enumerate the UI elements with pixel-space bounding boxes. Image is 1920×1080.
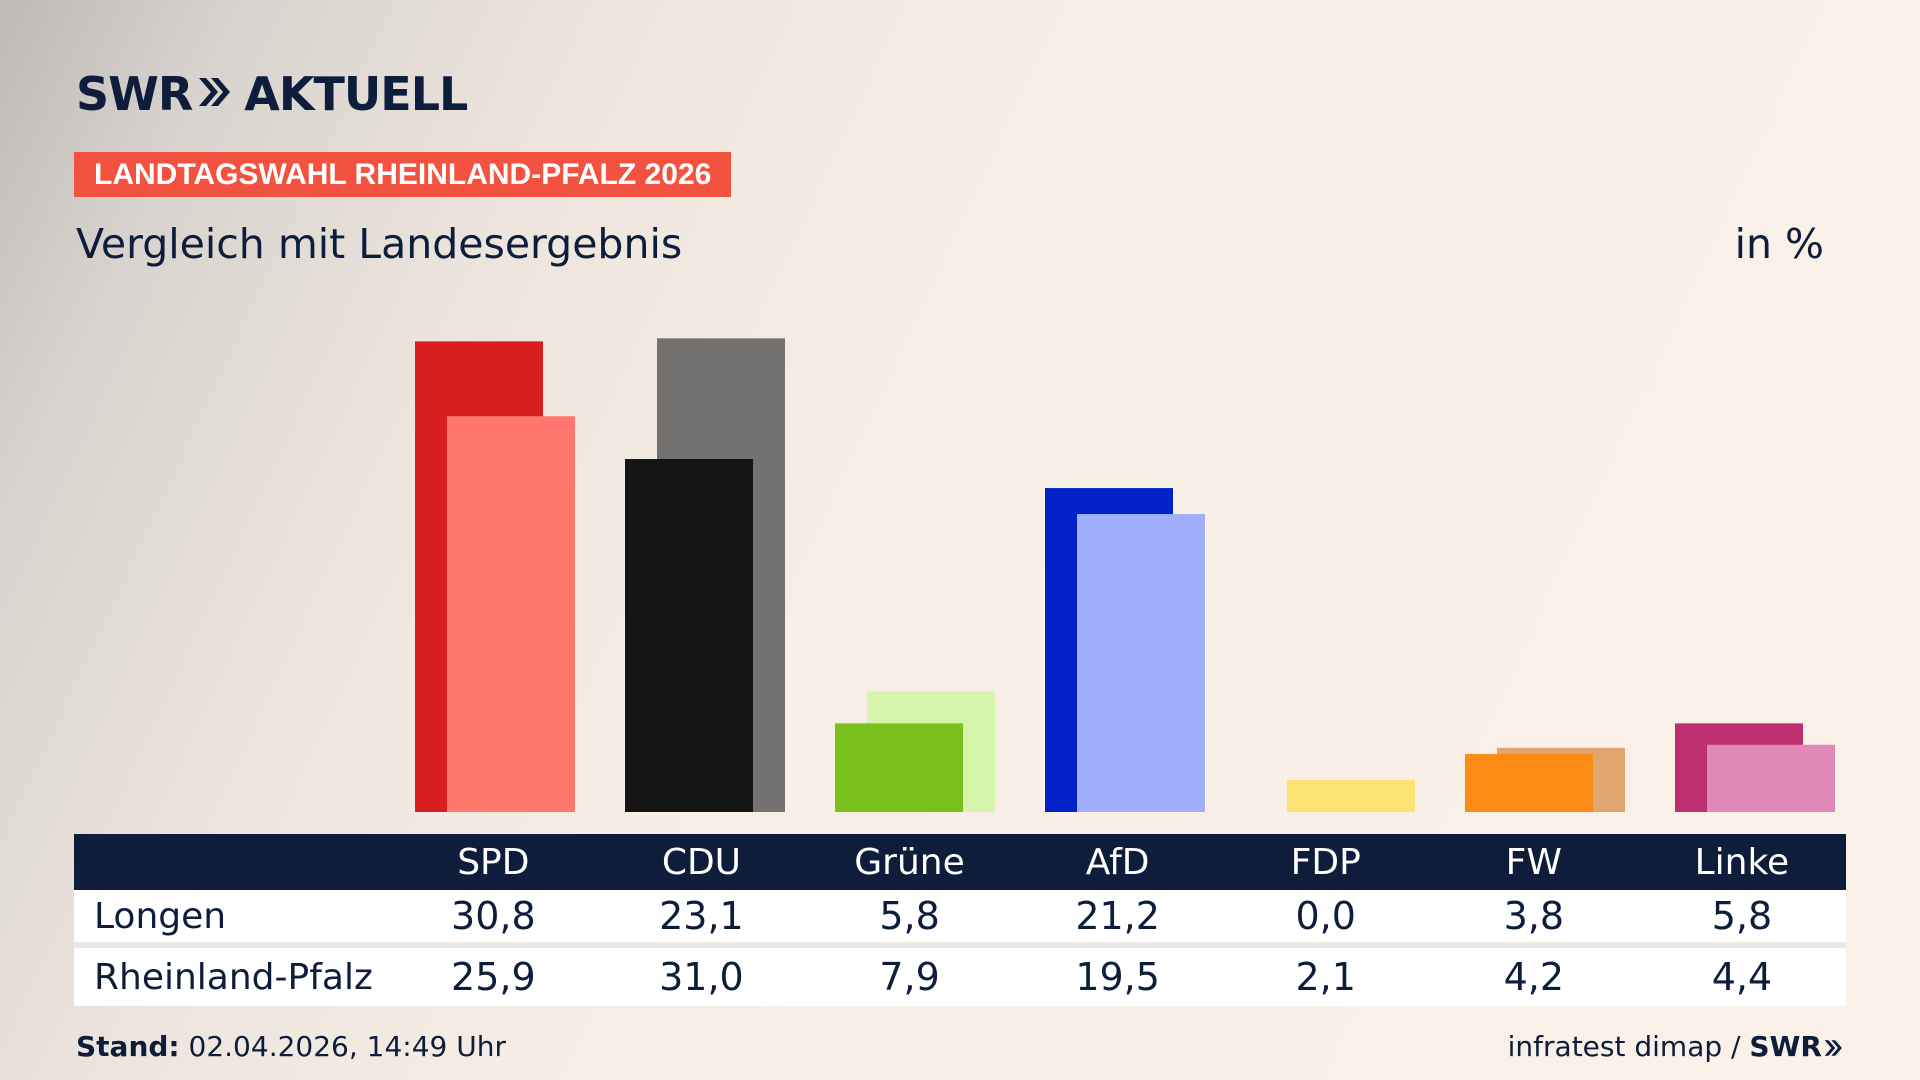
bar-fw-longen bbox=[1465, 753, 1593, 812]
table-cell: 0,0 bbox=[1295, 894, 1356, 938]
table-row-longen: Longen 30,8 23,1 5,8 21,2 0,0 3,8 5,8 bbox=[74, 890, 1846, 948]
double-chevron-icon bbox=[1824, 1040, 1842, 1056]
double-chevron-icon bbox=[196, 67, 232, 121]
source-text: infratest dimap / bbox=[1507, 1030, 1741, 1063]
table-header-empty bbox=[74, 834, 389, 890]
table-cell: 7,9 bbox=[879, 955, 940, 999]
header-cdu: CDU bbox=[661, 841, 742, 883]
table-cell: 21,2 bbox=[1075, 894, 1160, 938]
header-fdp: FDP bbox=[1290, 841, 1361, 883]
table-cell: 25,9 bbox=[451, 955, 536, 999]
unit-label: in % bbox=[1734, 220, 1824, 268]
header-afd: AfD bbox=[1085, 841, 1150, 883]
table-cell: 19,5 bbox=[1075, 955, 1160, 999]
header-linke: Linke bbox=[1694, 841, 1790, 883]
stand-value: 02.04.2026, 14:49 Uhr bbox=[188, 1030, 506, 1063]
table-cell: 3,8 bbox=[1503, 894, 1565, 938]
bar-chart bbox=[415, 338, 1835, 812]
chart-subtitle: Vergleich mit Landesergebnis bbox=[76, 220, 683, 268]
table-row-rheinland-pfalz: Rheinland-Pfalz 25,9 31,0 7,9 19,5 2,1 4… bbox=[74, 948, 1846, 1006]
table-cell: 4,4 bbox=[1711, 955, 1773, 999]
row-label: Rheinland-Pfalz bbox=[94, 956, 373, 998]
table-cell: 23,1 bbox=[659, 894, 744, 938]
table-cell: 5,8 bbox=[879, 894, 940, 938]
stand-label: Stand: bbox=[76, 1030, 180, 1063]
bar-afd-rheinland-pfalz bbox=[1077, 514, 1205, 812]
bar-fdp-rheinland-pfalz bbox=[1287, 779, 1415, 812]
results-table: SPD CDU Grüne AfD FDP FW Linke Longen 30… bbox=[74, 834, 1846, 1006]
logo-suffix: AKTUELL bbox=[244, 67, 468, 121]
bar-spd-rheinland-pfalz bbox=[447, 416, 575, 812]
header-gruene: Grüne bbox=[854, 841, 965, 883]
source-logo: SWR bbox=[1749, 1030, 1822, 1063]
header-fw: FW bbox=[1505, 841, 1562, 883]
swr-aktuell-logo: SWR AKTUELL bbox=[76, 66, 468, 122]
source-credit: infratest dimap / SWR bbox=[1508, 1030, 1844, 1063]
bar-cdu-longen bbox=[625, 459, 753, 812]
table-header: SPD CDU Grüne AfD FDP FW Linke bbox=[74, 834, 1846, 890]
logo-text: SWR bbox=[76, 67, 193, 121]
timestamp: Stand: 02.04.2026, 14:49 Uhr bbox=[76, 1030, 506, 1063]
row-label: Longen bbox=[94, 895, 227, 937]
table-cell: 31,0 bbox=[659, 955, 744, 999]
election-tag: LANDTAGSWAHL RHEINLAND-PFALZ 2026 bbox=[74, 152, 732, 197]
table-cell: 4,2 bbox=[1503, 955, 1565, 999]
header-spd: SPD bbox=[457, 841, 530, 883]
bar-linke-rheinland-pfalz bbox=[1707, 744, 1835, 812]
table-cell: 30,8 bbox=[451, 894, 536, 938]
bar-grüne-longen bbox=[835, 723, 963, 812]
table-cell: 5,8 bbox=[1711, 894, 1773, 938]
table-cell: 2,1 bbox=[1295, 955, 1356, 999]
